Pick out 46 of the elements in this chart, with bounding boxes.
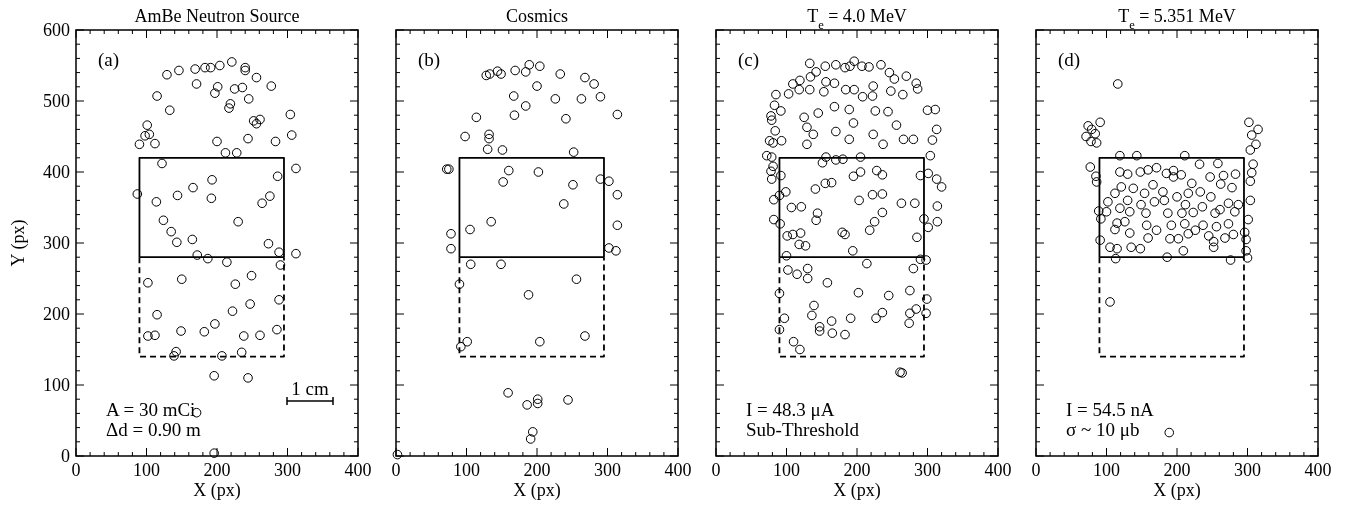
x-tick-label: 400 [344,460,372,480]
chart-title: Cosmics [505,6,569,26]
x-axis-title: X (px) [193,480,241,501]
annotation: (d) [1058,49,1081,71]
annotation: σ ~ 10 μb [1066,419,1140,440]
x-tick-label: 300 [1234,460,1261,480]
x-tick-label: 300 [594,460,621,480]
chart-title: T$_{e}$ = 5.351 MeV [1118,6,1236,32]
annotation: I = 54.5 nA [1066,399,1155,420]
x-tick-label: 400 [984,460,1012,480]
x-tick-label: 100 [773,460,800,480]
annotation: A = 30 mCi [106,399,196,420]
annotation: (b) [418,49,441,71]
y-axis-title: Y (px) [8,219,29,267]
x-axis-title: X (px) [833,480,881,501]
x-tick-label: 100 [133,460,160,480]
x-tick-label: 100 [1093,460,1120,480]
annotation: Δd = 0.90 m [106,419,201,440]
y-tick-label: 400 [43,162,70,182]
x-tick-label: 300 [274,460,301,480]
x-axis-title: X (px) [1153,480,1201,501]
annotation: I = 48.3 μA [746,399,835,420]
x-tick-label: 400 [664,460,692,480]
x-tick-label: 100 [453,460,480,480]
x-tick-label: 0 [391,460,401,480]
x-tick-label: 200 [843,460,871,480]
x-tick-label: 300 [914,460,941,480]
annotation: (c) [738,49,760,71]
chart-title: AmBe Neutron Source [134,6,300,26]
y-tick-label: 600 [43,20,70,40]
annotation: (a) [98,49,120,71]
y-tick-label: 200 [43,304,70,324]
annotation: Sub-Threshold [746,419,860,440]
x-tick-label: 400 [1304,460,1332,480]
y-tick-label: 500 [43,91,70,111]
x-axis-title: X (px) [513,480,561,501]
y-tick-label: 300 [43,233,70,253]
annotation: 1 cm [291,378,329,399]
x-tick-label: 0 [711,460,721,480]
x-tick-label: 200 [523,460,551,480]
x-tick-label: 0 [1031,460,1041,480]
x-tick-label: 200 [203,460,231,480]
x-tick-label: 200 [1163,460,1191,480]
chart-title: T$_{e}$ = 4.0 MeV [807,6,907,32]
y-tick-label: 0 [61,446,70,466]
y-tick-label: 100 [43,375,70,395]
